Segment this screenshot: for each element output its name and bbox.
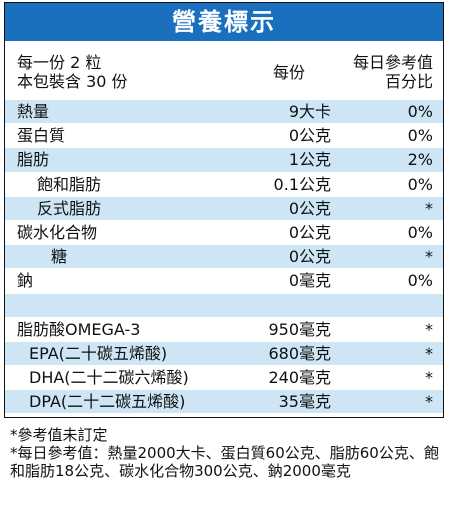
daily-value: 每日參考值 — [352, 53, 433, 72]
amount: 9大卡 — [288, 102, 331, 121]
daily-value-unit: 百分比 — [384, 72, 433, 91]
nutrient-row: DHA(二十二碳六烯酸) 240毫克 * — [5, 365, 443, 389]
amount: 0.1公克 — [273, 174, 331, 194]
nutrient-row: 碳水化合物 0公克 0% — [5, 219, 443, 244]
daily-value: * — [425, 368, 433, 388]
nutrient-name: 鈉 — [17, 271, 34, 291]
footnote: *參考值未訂定 — [10, 426, 108, 444]
daily-value: * — [425, 343, 433, 363]
nutrient-row: 糖 0公克 * — [5, 244, 443, 269]
daily-value: 2% — [407, 150, 433, 170]
daily-value: * — [425, 247, 433, 267]
amount: 240毫克 — [268, 368, 331, 388]
daily-value: * — [425, 319, 433, 339]
nutrient-name: 糖 — [51, 247, 68, 267]
amount: 680毫克 — [268, 343, 331, 363]
nutrient-name: DPA(二十二碳五烯酸) — [29, 392, 186, 412]
nutrient-row: 脂肪 1公克 2% — [5, 147, 443, 172]
amount: 0公克 — [288, 247, 331, 267]
daily-value: 0% — [407, 222, 433, 242]
nutrient-row: DPA(二十二碳五烯酸) 35毫克 * — [5, 389, 443, 414]
nutrition-label: 營養標示 每一份 2 粒 本包裝含 30 份 每份 每日參考值 百分比 熱量 9大… — [4, 2, 444, 418]
daily-value: * — [425, 198, 433, 218]
amount: 0公克 — [288, 126, 331, 146]
daily-value: * — [425, 392, 433, 412]
nutrient-row: EPA(二十碳五烯酸) 680毫克 * — [5, 340, 443, 366]
nutrient-name: 飽和脂肪 — [37, 174, 102, 194]
servings-per-package: 本包裝含 30 份 — [17, 72, 128, 91]
nutrient-name: EPA(二十碳五烯酸) — [29, 343, 168, 363]
rows: 熱量 9大卡 0% 蛋白質 0公克 0% 脂肪 1公克 2% 飽和脂肪 0.1公克 0% 反式脂肪 0公克… — [5, 99, 443, 414]
nutrient-row: 鈉 0毫克 0% — [5, 268, 443, 292]
per-serving: 每份 — [273, 63, 306, 82]
daily-value: 0% — [407, 271, 433, 291]
nutrient-name: DHA(二十二碳六烯酸) — [29, 368, 189, 388]
daily-value: 0% — [407, 174, 433, 194]
nutrient-name: 蛋白質 — [17, 126, 66, 146]
amount: 1公克 — [288, 150, 331, 170]
nutrient-name: 脂肪酸OMEGA-3 — [17, 319, 141, 339]
header: 每一份 2 粒 本包裝含 30 份 每份 每日參考值 百分比 — [5, 41, 443, 99]
nutrient-name: 碳水化合物 — [17, 222, 98, 242]
amount: 0毫克 — [288, 271, 331, 291]
nutrient-row: 蛋白質 0公克 0% — [5, 123, 443, 147]
amount: 0公克 — [288, 198, 331, 218]
serving: 每一份 2 粒 — [17, 53, 102, 72]
nutrient-row: 熱量 9大卡 0% — [5, 99, 443, 124]
nutrient-row: 脂肪酸OMEGA-3 950毫克 * — [5, 316, 443, 341]
daily-value: 0% — [407, 102, 433, 121]
nutrient-name: 熱量 — [17, 102, 50, 121]
nutrient-name: 脂肪 — [17, 150, 50, 170]
nutrient-row: 反式脂肪 0公克 * — [5, 195, 443, 220]
nutrient-row: 飽和脂肪 0.1公克 0% — [5, 171, 443, 196]
footnote: *每日參考值：熱量2000大卡、蛋白質60公克、脂肪60公克、飽和脂肪18公克、… — [10, 444, 439, 480]
amount: 0公克 — [288, 222, 331, 242]
nutrient-name: 反式脂肪 — [37, 198, 102, 218]
title: 營養標示 — [5, 3, 443, 41]
footnotes: *參考值未訂定 *每日參考值：熱量2000大卡、蛋白質60公克、脂肪60公克、飽… — [10, 426, 440, 480]
daily-value: 0% — [407, 126, 433, 146]
amount: 35毫克 — [278, 392, 331, 412]
amount: 950毫克 — [268, 319, 331, 339]
nutrient-row — [5, 292, 443, 317]
